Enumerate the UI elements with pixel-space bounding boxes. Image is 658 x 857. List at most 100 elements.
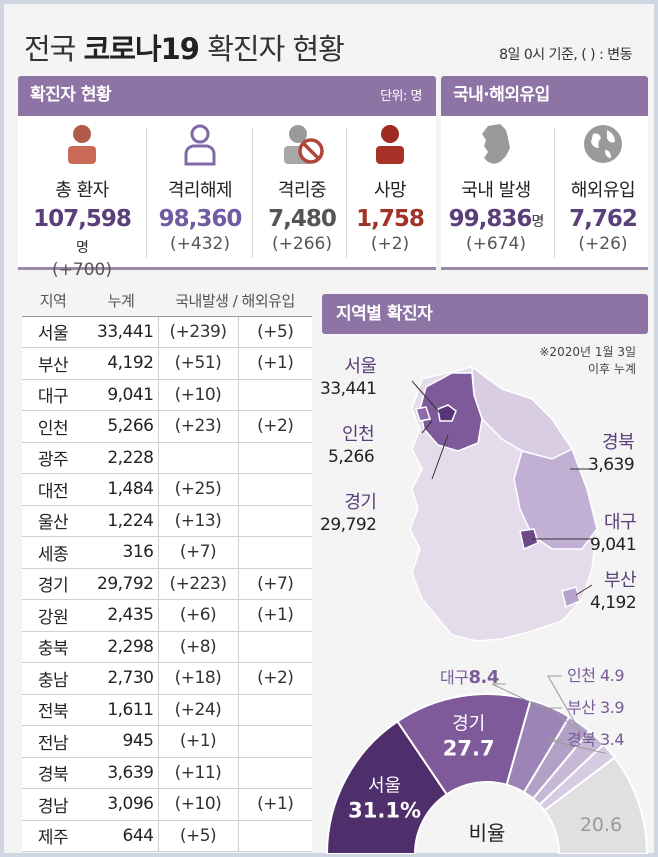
- table-cell-overseas: (+1): [237, 347, 312, 380]
- map-label-seoul: 서울 33,441: [320, 356, 377, 399]
- ratio-label-gyeongbuk: 경북 3.4: [567, 730, 624, 749]
- table-row: 울산 1,224 (+13): [22, 505, 312, 537]
- table-row: 경북 3,639 (+11): [22, 757, 312, 789]
- stat-total: 총 환자 107,598명 (+700): [30, 122, 134, 280]
- korea-map-icon: [482, 124, 510, 164]
- table-cell-region: 경북: [22, 757, 84, 789]
- ratio-slice: [396, 693, 532, 796]
- table-row: 대전 1,484 (+25): [22, 473, 312, 506]
- table-cell-region: 인천: [22, 410, 84, 443]
- table-cell-region: 대전: [22, 473, 84, 506]
- table-row: 서울 33,441 (+239) (+5): [22, 316, 312, 348]
- ratio-slice-label: 27.7: [443, 736, 495, 760]
- ratio-slice-label: 31.1%: [348, 799, 421, 823]
- table-cell-domestic: (+10): [157, 788, 238, 821]
- table-cell-overseas: (+2): [237, 410, 312, 443]
- column-header: 누계: [84, 286, 158, 317]
- table-cell-region: 세종: [22, 536, 84, 569]
- table-cell-region: 대구: [22, 379, 84, 411]
- table-cell-domestic: (+223): [157, 568, 238, 600]
- table-row: 대구 9,041 (+10): [22, 379, 312, 411]
- table-cell-domestic: (+6): [157, 599, 238, 632]
- table-cell-overseas: [237, 505, 312, 537]
- ratio-slice-label: 20.6: [580, 814, 622, 836]
- table-cell-domestic: (+51): [157, 347, 238, 380]
- table-cell-total: 2,298: [84, 631, 158, 663]
- table-row: 전북 1,611 (+24): [22, 694, 312, 726]
- korea-map: [409, 365, 598, 642]
- ratio-slice-label: 비율: [469, 821, 506, 845]
- ratio-label-daegu: 대구8.4: [440, 667, 499, 688]
- unit-label: 단위: 명: [380, 89, 422, 104]
- confirmed-status-panel: [18, 116, 436, 270]
- table-cell-total: 644: [84, 820, 158, 852]
- table-cell-total: 4,192: [84, 347, 158, 380]
- column-header: 지역: [22, 286, 84, 317]
- leader-line: [547, 739, 607, 754]
- table-cell-region: 강원: [22, 599, 84, 632]
- table-cell-total: 3,639: [84, 757, 158, 789]
- person-icon: [68, 125, 96, 164]
- table-cell-total: 29,792: [84, 568, 158, 600]
- infographic-frame: 전국 코로나19 확진자 현황 8일 0시 기준, ( ) : 변동 확진자 현…: [4, 4, 655, 854]
- domestic-overseas-banner: 국내·해외유입: [441, 76, 648, 116]
- table-cell-total: 2,435: [84, 599, 158, 632]
- table-cell-region: 부산: [22, 347, 84, 380]
- table-cell-total: 316: [84, 536, 158, 569]
- table-cell-domestic: (+1): [157, 725, 238, 758]
- map-label-gyeongbuk: 경북 3,639: [588, 432, 635, 475]
- table-cell-overseas: [237, 725, 312, 758]
- table-cell-domestic: (+10): [157, 379, 238, 411]
- table-cell-overseas: (+7): [237, 568, 312, 600]
- table-cell-domestic: (+7): [157, 536, 238, 569]
- map-region-busan: [561, 586, 581, 609]
- table-row: 제주 644 (+5): [22, 820, 312, 852]
- map-region-incheon: [415, 406, 431, 422]
- table-row: 인천 5,266 (+23) (+2): [22, 410, 312, 443]
- ratio-slice-label: 서울: [368, 776, 401, 797]
- map-region-seoul: [437, 404, 457, 422]
- regional-banner: 지역별 확진자: [322, 294, 648, 334]
- table-cell-overseas: [237, 442, 312, 474]
- table-cell-region: 제주: [22, 820, 84, 852]
- table-cell-overseas: (+2): [237, 662, 312, 695]
- leader-line: [547, 675, 578, 728]
- table-cell-total: 1,484: [84, 473, 158, 506]
- ratio-slice-label: 경기: [452, 713, 485, 734]
- table-row: 충북 2,298 (+8): [22, 631, 312, 663]
- table-cell-region: 울산: [22, 505, 84, 537]
- map-label-daegu: 대구 9,041: [590, 512, 637, 555]
- table-cell-overseas: [237, 694, 312, 726]
- table-cell-overseas: (+1): [237, 599, 312, 632]
- table-cell-region: 충북: [22, 631, 84, 663]
- table-cell-total: 9,041: [84, 379, 158, 411]
- stat-domestic: 국내 발생 99,836명 (+674): [444, 122, 548, 254]
- date-note: 8일 0시 기준, ( ) : 변동: [499, 47, 632, 63]
- leader-line: [546, 707, 595, 741]
- map-label-gyeonggi: 경기 29,792: [320, 492, 377, 535]
- cumulative-note: ※2020년 1월 3일 이후 누계: [539, 345, 636, 376]
- table-cell-overseas: [237, 536, 312, 569]
- column-header: 국내발생 / 해외유입: [158, 286, 312, 317]
- stat-overseas: 해외유입 7,762 (+26): [551, 122, 655, 254]
- table-cell-region: 서울: [22, 316, 84, 348]
- table-cell-domestic: (+23): [157, 410, 238, 443]
- table-cell-region: 전북: [22, 694, 84, 726]
- table-cell-total: 3,096: [84, 788, 158, 821]
- table-cell-total: 945: [84, 725, 158, 758]
- table-cell-total: 1,224: [84, 505, 158, 537]
- table-cell-region: 충남: [22, 662, 84, 695]
- map-label-incheon: 인천 5,266: [328, 424, 375, 467]
- globe-icon: [584, 125, 622, 163]
- table-row: 경남 3,096 (+10) (+1): [22, 788, 312, 821]
- person-icon: [376, 125, 404, 164]
- ratio-slice: [325, 719, 449, 854]
- stat-deaths: 사망 1,758 (+2): [338, 122, 442, 254]
- table-cell-overseas: [237, 757, 312, 789]
- stat-released: 격리해제 98,360 (+432): [148, 122, 252, 254]
- table-row: 광주 2,228: [22, 442, 312, 474]
- ratio-label-incheon: 인천 4.9: [567, 666, 624, 685]
- divider: [346, 128, 347, 258]
- table-cell-overseas: [237, 473, 312, 506]
